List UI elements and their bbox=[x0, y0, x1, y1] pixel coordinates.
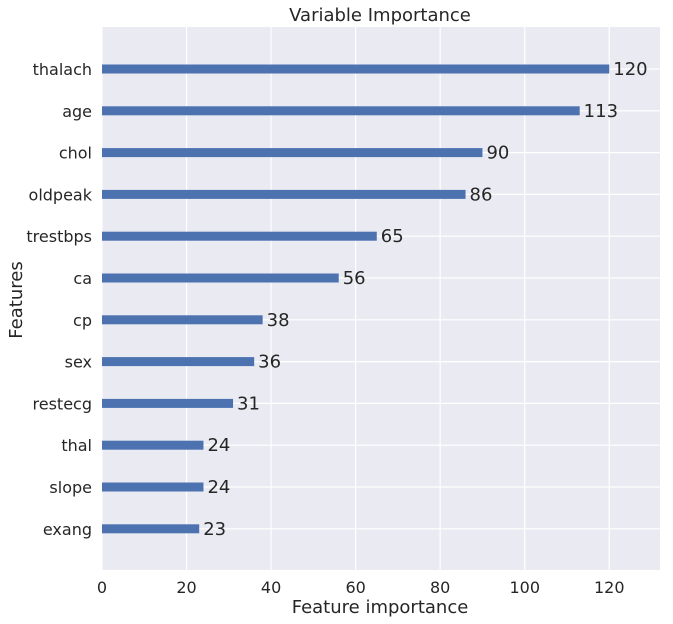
bar-sex bbox=[102, 357, 255, 367]
y-tick-label: ca bbox=[73, 269, 92, 288]
data-label-oldpeak: 86 bbox=[470, 184, 493, 205]
bar-oldpeak bbox=[102, 189, 466, 199]
x-tick-labels: 0 20 40 60 80 100 120 bbox=[97, 578, 625, 597]
y-tick-label: age bbox=[62, 102, 92, 121]
data-label-thal: 24 bbox=[207, 435, 230, 456]
data-label-restecg: 31 bbox=[237, 393, 260, 414]
bar-thalach bbox=[102, 64, 610, 74]
y-tick-label: trestbps bbox=[26, 227, 92, 246]
data-label-slope: 24 bbox=[207, 477, 230, 498]
y-tick-label: sex bbox=[65, 353, 92, 372]
y-tick-label: exang bbox=[43, 520, 92, 539]
y-tick-label: slope bbox=[49, 478, 92, 497]
bars: 120 113 90 86 65 56 38 36 31 24 24 23 bbox=[102, 59, 648, 540]
x-tick-label: 0 bbox=[97, 578, 107, 597]
x-tick-label: 80 bbox=[430, 578, 450, 597]
bar-thal bbox=[102, 440, 204, 450]
x-axis-label: Feature importance bbox=[292, 597, 469, 618]
data-label-chol: 90 bbox=[486, 143, 509, 164]
plot-area bbox=[102, 27, 660, 570]
bar-slope bbox=[102, 482, 204, 492]
y-tick-label: restecg bbox=[33, 394, 92, 413]
y-tick-label: chol bbox=[59, 144, 92, 163]
y-tick-label: thalach bbox=[33, 60, 92, 79]
x-tick-label: 40 bbox=[261, 578, 281, 597]
x-tick-label: 60 bbox=[345, 578, 365, 597]
y-tick-labels: thalach age chol oldpeak trestbps ca cp sex rest… bbox=[26, 60, 92, 539]
bar-ca bbox=[102, 273, 339, 283]
bar-exang bbox=[102, 524, 200, 534]
bar-age bbox=[102, 106, 580, 116]
y-tick-label: thal bbox=[61, 436, 92, 455]
data-label-thalach: 120 bbox=[613, 59, 647, 80]
chart-title: Variable Importance bbox=[289, 5, 471, 26]
data-label-age: 113 bbox=[584, 101, 618, 122]
y-axis-label: Features bbox=[6, 261, 27, 338]
data-label-sex: 36 bbox=[258, 352, 281, 373]
bar-trestbps bbox=[102, 231, 377, 241]
bar-chol bbox=[102, 148, 483, 158]
x-tick-label: 100 bbox=[509, 578, 540, 597]
data-label-exang: 23 bbox=[203, 519, 226, 540]
x-tick-label: 20 bbox=[176, 578, 196, 597]
data-label-trestbps: 65 bbox=[381, 226, 404, 247]
bar-cp bbox=[102, 315, 263, 325]
data-label-ca: 56 bbox=[343, 268, 366, 289]
y-tick-label: oldpeak bbox=[29, 185, 93, 204]
data-label-cp: 38 bbox=[267, 310, 290, 331]
y-tick-label: cp bbox=[73, 311, 92, 330]
bar-restecg bbox=[102, 398, 234, 408]
x-tick-label: 120 bbox=[594, 578, 625, 597]
